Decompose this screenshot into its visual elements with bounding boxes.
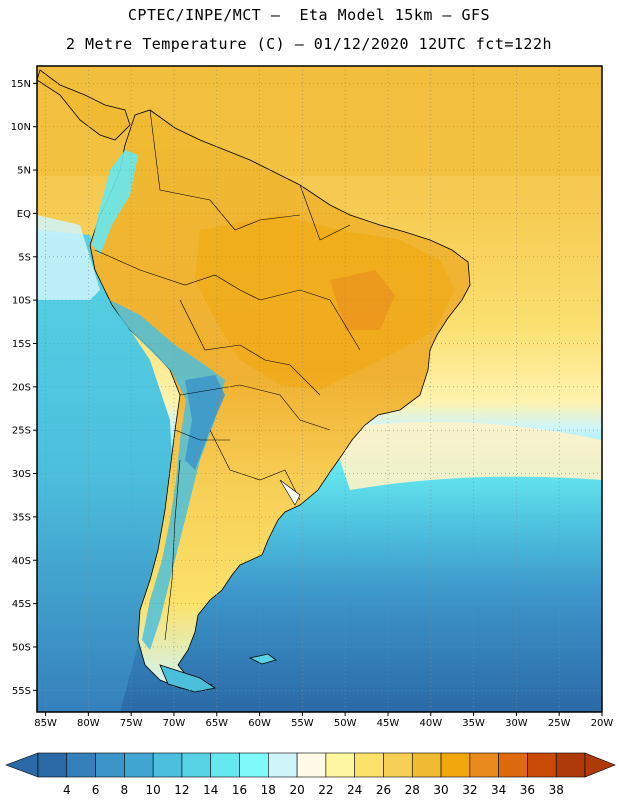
colorbar-label: 28 [405, 783, 420, 797]
interior-hot-zone [195, 215, 455, 390]
lat-tick-label: 10N [11, 122, 31, 133]
colorbar-label: 4 [63, 783, 71, 797]
lon-tick-label: 40W [419, 718, 442, 729]
hot-spot [330, 270, 395, 330]
colorbar-swatch [210, 752, 240, 778]
lon-tick-label: 75W [120, 718, 143, 729]
map-field [37, 66, 602, 712]
colorbar-swatch [66, 752, 96, 778]
colorbar-min-arrow [5, 752, 39, 778]
lon-tick-label: 45W [377, 718, 400, 729]
colorbar-label: 38 [549, 783, 564, 797]
falkland-islands [248, 653, 277, 665]
colorbar-label: 24 [347, 783, 362, 797]
colorbar-swatch [354, 752, 384, 778]
atlantic-transition-band [330, 422, 602, 490]
lat-tick-label: 20S [12, 382, 31, 393]
map-title-line2: 2 Metre Temperature (C) – 01/12/2020 12U… [65, 35, 553, 53]
colorbar-label: 8 [121, 783, 129, 797]
lat-tick-label: 50S [12, 642, 31, 653]
colorbar-swatch [268, 752, 298, 778]
colorbar-swatch [411, 752, 442, 778]
colorbar-label: 20 [289, 783, 304, 797]
lat-tick-label: 10S [12, 296, 31, 307]
colorbar-label: 6 [92, 783, 100, 797]
colorbar-label: 22 [318, 783, 333, 797]
longitude-axis: 85W 80W 75W 70W 65W 60W 55W 50W 45W 40W 35W 30W 25W 2… [34, 712, 613, 729]
central-america [37, 69, 131, 141]
lon-tick-label: 20W [591, 718, 614, 729]
tierra-del-fuego [159, 664, 217, 693]
lat-tick-label: 15N [11, 79, 31, 90]
colorbar-swatch [181, 752, 212, 778]
colorbar-swatch [383, 752, 413, 778]
lon-tick-label: 65W [205, 718, 228, 729]
colorbar-max-arrow [584, 752, 616, 778]
colorbar-swatch [95, 752, 125, 778]
lon-tick-label: 30W [505, 718, 528, 729]
colorbar-swatch [527, 752, 557, 778]
colorbar-swatch [124, 752, 154, 778]
latitude-axis: 15N 10N 5N EQ 5S 10S 15S 20S 25S 30S 35S 40S 45S 50S 5… [11, 79, 37, 697]
altiplano-cold [185, 375, 225, 470]
lat-tick-label: 25S [12, 426, 31, 437]
lat-tick-label: 35S [12, 512, 31, 523]
lat-tick-label: 15S [12, 339, 31, 350]
rio-de-la-plata [279, 479, 301, 506]
colorbar-swatch [239, 752, 269, 778]
colorbar-label: 36 [520, 783, 535, 797]
lon-tick-label: 60W [248, 718, 271, 729]
lat-tick-label: 5N [17, 166, 31, 177]
colorbar-swatch [498, 752, 528, 778]
lat-tick-label: 30S [12, 469, 31, 480]
colorbar-swatch [37, 752, 68, 778]
colorbar-label: 32 [462, 783, 477, 797]
lon-tick-label: 85W [34, 718, 57, 729]
colorbar: 4 6 8 10 12 14 16 18 20 22 24 26 28 30 32 34 36 38 [5, 752, 616, 797]
colorbar-label: 26 [376, 783, 391, 797]
colorbar-swatch [440, 752, 471, 778]
colorbar-label: 12 [174, 783, 189, 797]
lon-tick-label: 80W [77, 718, 100, 729]
lon-tick-label: 55W [291, 718, 314, 729]
lat-tick-label: 55S [12, 686, 31, 697]
colorbar-label: 30 [433, 783, 448, 797]
lon-tick-label: 70W [163, 718, 186, 729]
lat-tick-label: 5S [18, 252, 31, 263]
colorbar-swatch [325, 752, 355, 778]
lat-tick-label: 40S [12, 556, 31, 567]
lon-tick-label: 50W [334, 718, 357, 729]
colorbar-swatch [469, 752, 499, 778]
lon-tick-label: 25W [548, 718, 571, 729]
lat-tick-label: 45S [12, 599, 31, 610]
colorbar-label: 34 [491, 783, 506, 797]
colorbar-swatch [296, 752, 327, 778]
colorbar-swatch [555, 752, 586, 778]
colorbar-label: 14 [203, 783, 218, 797]
colorbar-swatch [152, 752, 183, 778]
lat-tick-label: EQ [17, 209, 31, 220]
andes-north [92, 150, 138, 255]
colorbar-label: 18 [261, 783, 276, 797]
country-borders [94, 109, 361, 641]
pacific-cold-band [37, 230, 175, 712]
colorbar-label: 10 [146, 783, 161, 797]
map-title-line1: CPTEC/INPE/MCT – Eta Model 15km – GFS [127, 6, 491, 24]
colorbar-label: 16 [232, 783, 247, 797]
lon-tick-label: 35W [462, 718, 485, 729]
map-frame [36, 65, 603, 713]
pacific-coastal-band [37, 215, 100, 300]
